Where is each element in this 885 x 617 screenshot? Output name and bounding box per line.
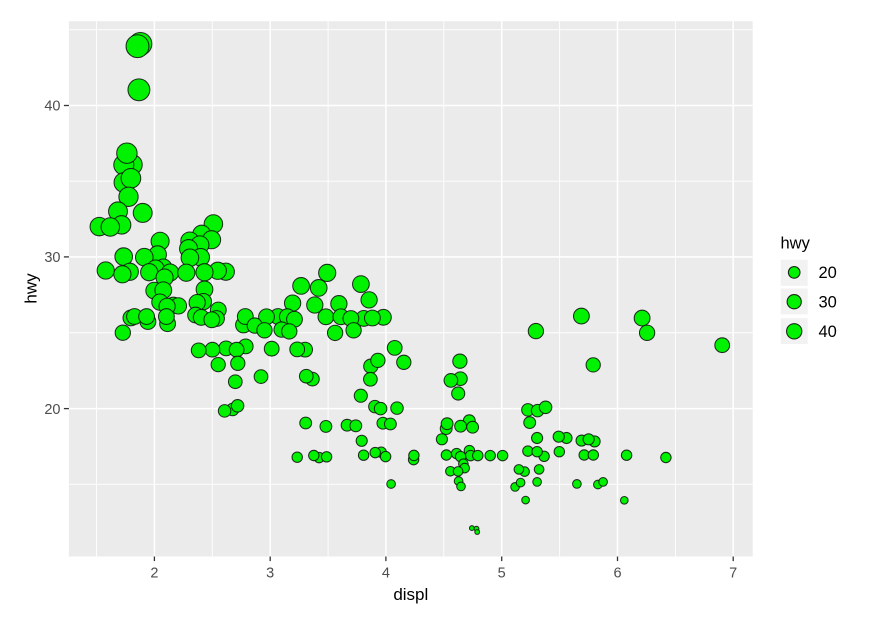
svg-text:6: 6: [613, 566, 621, 582]
svg-text:7: 7: [729, 566, 737, 582]
svg-text:40: 40: [819, 323, 837, 341]
svg-text:20: 20: [819, 264, 837, 282]
svg-text:2: 2: [150, 566, 158, 582]
svg-text:3: 3: [266, 566, 274, 582]
svg-text:displ: displ: [393, 585, 428, 604]
svg-text:30: 30: [819, 294, 837, 312]
svg-text:40: 40: [44, 99, 60, 115]
svg-text:5: 5: [498, 566, 506, 582]
svg-text:4: 4: [382, 566, 390, 582]
svg-text:30: 30: [44, 250, 60, 266]
svg-text:hwy: hwy: [781, 235, 811, 253]
svg-text:hwy: hwy: [22, 273, 41, 304]
svg-text:20: 20: [44, 402, 60, 418]
